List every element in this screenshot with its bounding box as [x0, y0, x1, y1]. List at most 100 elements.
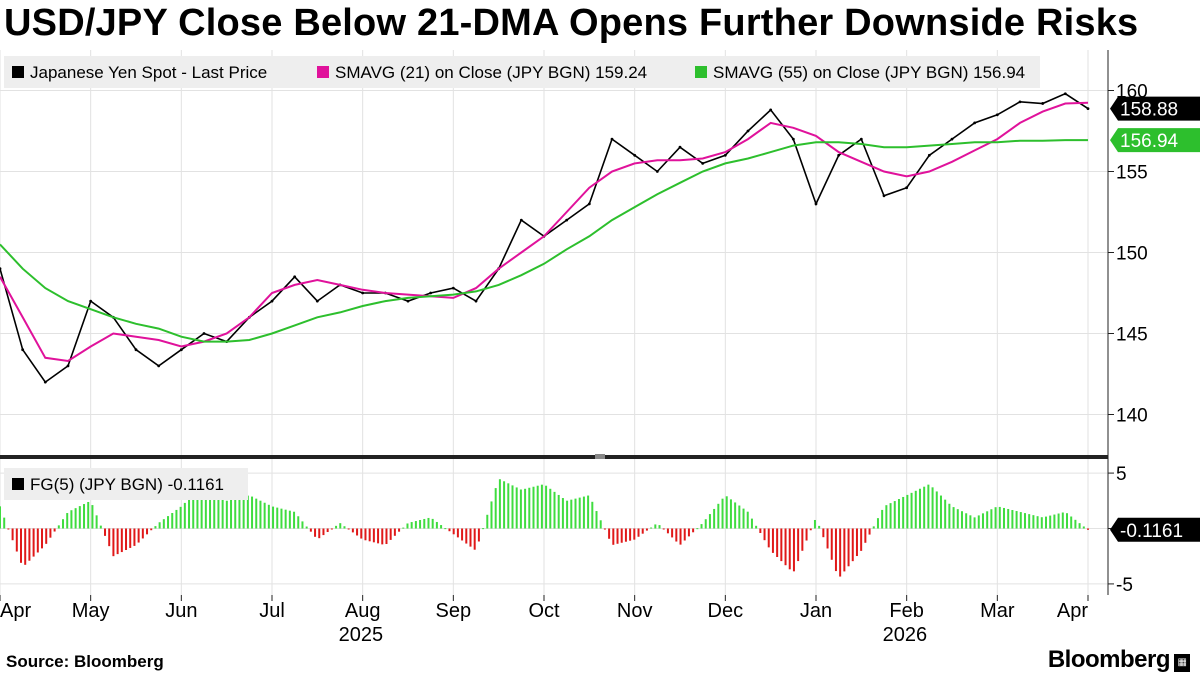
oscillator-bar	[45, 528, 48, 544]
oscillator-bar	[49, 528, 52, 538]
oscillator-bar	[746, 511, 749, 529]
oscillator-bar	[15, 528, 18, 552]
oscillator-bar	[616, 528, 619, 544]
data-point	[701, 162, 705, 165]
oscillator-bar	[654, 524, 657, 529]
oscillator-bar	[167, 516, 170, 529]
data-point	[995, 113, 999, 117]
oscillator-bar	[1078, 523, 1081, 529]
oscillator-bar	[7, 528, 10, 530]
osc-y-tick-label: 5	[1116, 464, 1127, 485]
oscillator-bar	[381, 528, 384, 545]
oscillator-bar	[28, 528, 31, 561]
oscillator-bar	[885, 505, 888, 529]
oscillator-bar	[650, 527, 653, 529]
oscillator-bar	[750, 518, 753, 529]
oscillator-bar	[351, 528, 354, 533]
oscillator-bar	[108, 528, 111, 547]
legend-label: Japanese Yen Spot - Last Price	[30, 63, 267, 82]
data-point	[769, 108, 773, 112]
oscillator-bar	[444, 528, 447, 530]
oscillator-bar	[246, 495, 249, 529]
oscillator-bar	[1011, 510, 1014, 529]
x-year-label: 2026	[883, 624, 928, 646]
oscillator-bar	[448, 528, 451, 532]
oscillator-bar	[112, 528, 115, 557]
oscillator-bar	[192, 494, 195, 529]
oscillator-bar	[893, 501, 896, 529]
oscillator-bar	[834, 528, 837, 572]
oscillator-bar	[0, 506, 1, 529]
x-tick-label: Dec	[708, 600, 744, 622]
oscillator-bar	[801, 528, 804, 551]
oscillator-bar	[414, 521, 417, 529]
oscillator-bar	[364, 528, 367, 541]
oscillator-bar	[1036, 516, 1039, 529]
data-point	[950, 137, 954, 141]
oscillator-bar	[200, 486, 203, 529]
oscillator-bar	[931, 487, 934, 529]
x-tick-label: Sep	[436, 600, 472, 622]
oscillator-bar	[839, 528, 842, 577]
oscillator-bar	[704, 519, 707, 529]
oscillator-bar	[318, 528, 321, 539]
x-tick-label: Mar	[980, 600, 1015, 622]
oscillator-bar	[1057, 513, 1060, 529]
oscillator-bar	[1053, 514, 1056, 529]
oscillator-bar	[536, 485, 539, 529]
oscillator-bar	[822, 528, 825, 538]
oscillator-bar	[549, 488, 552, 529]
legend-label: SMAVG (21) on Close (JPY BGN) 159.24	[335, 63, 647, 82]
x-tick-label: Feb	[889, 600, 923, 622]
x-tick-label: Jul	[259, 600, 285, 622]
oscillator-bar	[1082, 526, 1085, 529]
sma55-line-points	[0, 139, 1089, 342]
oscillator-bar	[276, 507, 279, 529]
data-point	[293, 275, 297, 279]
oscillator-bar	[32, 528, 35, 557]
oscillator-bar	[171, 513, 174, 529]
data-point	[837, 153, 841, 157]
data-point	[814, 202, 818, 206]
last-price-label: 158.88	[1110, 96, 1200, 121]
oscillator-bar	[322, 528, 325, 536]
oscillator-bar	[952, 507, 955, 529]
oscillator-bar	[629, 528, 632, 541]
oscillator-bar	[864, 528, 867, 543]
oscillator-bar	[603, 528, 606, 530]
oscillator-bar	[288, 510, 291, 529]
last-label-box	[1110, 96, 1200, 121]
oscillator-bar	[204, 485, 207, 529]
oscillator-bar	[776, 528, 779, 557]
oscillator-bar	[141, 528, 144, 539]
oscillator-bar	[1074, 519, 1077, 529]
oscillator-bar	[990, 509, 993, 529]
oscillator-bar	[780, 528, 783, 562]
oscillator-bar	[797, 528, 800, 562]
oscillator-bar	[95, 515, 98, 529]
oscillator-bar	[91, 505, 94, 529]
sma21-line-points	[0, 102, 1089, 362]
osc-legend: FG(5) (JPY BGN) -0.1161	[4, 468, 248, 500]
legend-swatch	[695, 66, 707, 78]
data-point	[746, 129, 750, 133]
oscillator-bar	[608, 528, 611, 539]
panel-divider	[0, 455, 1108, 459]
x-tick-label: Aug	[345, 600, 381, 622]
oscillator-bar	[188, 498, 191, 529]
oscillator-bar	[994, 507, 997, 529]
oscillator-bar	[482, 528, 485, 530]
oscillator-bar	[494, 488, 497, 529]
oscillator-bar	[851, 528, 854, 562]
oscillator-bar	[1028, 514, 1031, 529]
oscillator-bar	[696, 528, 699, 530]
price-y-tick-label: 150	[1116, 244, 1148, 265]
oscillator-bar	[792, 528, 795, 572]
oscillator-bar	[305, 526, 308, 529]
oscillator-bar	[868, 528, 871, 535]
oscillator-bar	[435, 521, 438, 529]
oscillator-bar	[557, 494, 560, 529]
last-label-box	[1110, 128, 1200, 153]
oscillator-bar	[398, 528, 401, 532]
oscillator-bar	[1087, 528, 1089, 530]
